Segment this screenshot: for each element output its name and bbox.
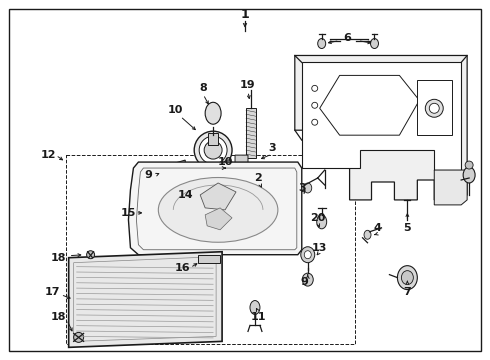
Ellipse shape bbox=[204, 141, 222, 159]
Text: 8: 8 bbox=[199, 84, 207, 93]
Ellipse shape bbox=[199, 136, 227, 164]
Text: 10: 10 bbox=[168, 105, 183, 115]
Text: 18: 18 bbox=[51, 253, 67, 263]
Bar bbox=[66, 155, 355, 345]
Polygon shape bbox=[232, 178, 295, 230]
Polygon shape bbox=[158, 160, 185, 178]
Text: 14: 14 bbox=[177, 190, 193, 200]
Ellipse shape bbox=[172, 166, 179, 176]
Ellipse shape bbox=[317, 215, 327, 229]
Text: 6: 6 bbox=[343, 32, 351, 42]
Ellipse shape bbox=[205, 102, 221, 124]
Ellipse shape bbox=[312, 119, 318, 125]
Ellipse shape bbox=[225, 163, 231, 167]
Ellipse shape bbox=[318, 39, 326, 49]
Ellipse shape bbox=[401, 271, 414, 285]
Bar bbox=[417, 80, 452, 135]
Ellipse shape bbox=[302, 273, 313, 286]
Ellipse shape bbox=[370, 39, 378, 49]
Ellipse shape bbox=[249, 191, 277, 219]
Ellipse shape bbox=[364, 230, 371, 239]
Ellipse shape bbox=[304, 251, 311, 259]
Ellipse shape bbox=[312, 102, 318, 108]
Ellipse shape bbox=[74, 332, 84, 342]
Text: 10: 10 bbox=[218, 157, 233, 167]
Bar bbox=[255, 168, 277, 206]
Ellipse shape bbox=[250, 301, 260, 315]
Polygon shape bbox=[235, 155, 248, 182]
Text: 9: 9 bbox=[145, 170, 152, 180]
Polygon shape bbox=[69, 252, 222, 347]
Ellipse shape bbox=[144, 208, 153, 217]
Polygon shape bbox=[302, 62, 461, 170]
Bar bbox=[208, 133, 218, 145]
Text: 1: 1 bbox=[241, 8, 249, 21]
Text: 3: 3 bbox=[268, 143, 276, 153]
Ellipse shape bbox=[312, 85, 318, 91]
Ellipse shape bbox=[397, 266, 417, 289]
Text: 12: 12 bbox=[41, 150, 56, 160]
Ellipse shape bbox=[429, 103, 439, 113]
Text: 2: 2 bbox=[254, 173, 262, 183]
Ellipse shape bbox=[463, 167, 475, 183]
Polygon shape bbox=[295, 55, 467, 200]
Bar bbox=[246, 108, 256, 158]
Text: 15: 15 bbox=[121, 208, 136, 218]
Bar bbox=[198, 255, 220, 263]
Text: 5: 5 bbox=[404, 223, 411, 233]
Text: 18: 18 bbox=[51, 312, 67, 323]
Polygon shape bbox=[200, 183, 236, 210]
Ellipse shape bbox=[146, 210, 151, 215]
Bar bbox=[258, 172, 274, 186]
Ellipse shape bbox=[301, 247, 315, 263]
Polygon shape bbox=[180, 185, 200, 200]
Ellipse shape bbox=[158, 177, 278, 242]
Polygon shape bbox=[205, 208, 232, 230]
Text: 19: 19 bbox=[240, 80, 256, 90]
Ellipse shape bbox=[194, 131, 232, 169]
Text: 11: 11 bbox=[250, 312, 266, 323]
Text: 20: 20 bbox=[310, 213, 325, 223]
Ellipse shape bbox=[465, 161, 473, 169]
Ellipse shape bbox=[304, 183, 312, 193]
Text: 16: 16 bbox=[174, 263, 190, 273]
Ellipse shape bbox=[425, 99, 443, 117]
Text: 9: 9 bbox=[301, 276, 309, 287]
Polygon shape bbox=[128, 162, 302, 255]
Text: 3: 3 bbox=[298, 183, 306, 193]
Ellipse shape bbox=[87, 251, 95, 259]
Polygon shape bbox=[434, 170, 467, 205]
Text: 13: 13 bbox=[312, 243, 327, 253]
Polygon shape bbox=[319, 75, 419, 135]
Text: 4: 4 bbox=[373, 223, 381, 233]
Text: 17: 17 bbox=[45, 287, 60, 297]
Ellipse shape bbox=[223, 160, 233, 170]
Text: 7: 7 bbox=[403, 287, 411, 297]
